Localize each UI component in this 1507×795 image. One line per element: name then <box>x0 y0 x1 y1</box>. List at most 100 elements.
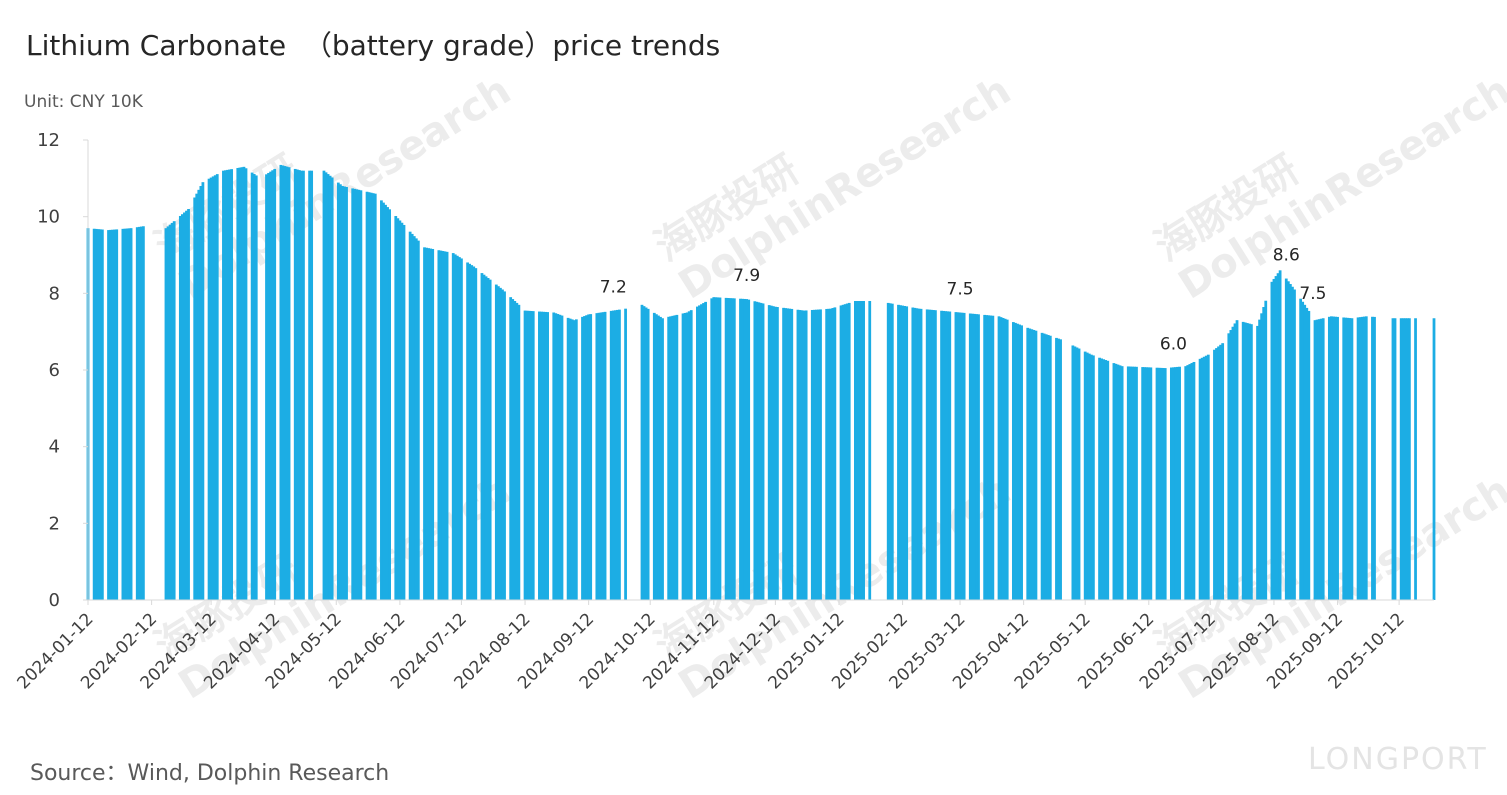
price-bar <box>429 248 433 600</box>
price-bar <box>1264 300 1268 600</box>
price-bar <box>94 228 98 600</box>
price-bar <box>839 305 843 600</box>
price-bar <box>129 228 133 601</box>
price-bar <box>328 175 332 600</box>
price-bar <box>460 258 463 600</box>
price-bar <box>1336 316 1339 600</box>
price-bar <box>724 297 728 600</box>
price-bar <box>659 316 662 600</box>
price-bar <box>1141 367 1145 600</box>
price-bar <box>1284 278 1288 600</box>
brand-wordmark: LONGPORT <box>1308 742 1488 777</box>
price-bar <box>618 309 621 601</box>
price-bar <box>1299 298 1303 600</box>
price-bar <box>527 310 531 600</box>
price-bar <box>166 226 170 601</box>
price-bar <box>121 228 125 601</box>
price-bar <box>310 170 314 601</box>
price-bar <box>1120 366 1124 600</box>
price-bar <box>330 177 334 601</box>
price-bar <box>1321 318 1325 600</box>
price-bar <box>295 169 299 600</box>
price-bar <box>357 189 361 600</box>
price-bar <box>1401 318 1405 600</box>
price-bar <box>384 204 387 600</box>
price-bar <box>819 309 822 600</box>
price-bar <box>973 313 976 600</box>
price-bar <box>211 176 215 601</box>
price-bar <box>613 310 617 600</box>
price-bar <box>888 303 892 600</box>
price-bar <box>1200 357 1204 600</box>
price-bar <box>960 312 964 600</box>
price-bar <box>1085 352 1089 600</box>
data-label: 7.5 <box>947 280 974 300</box>
price-bar <box>1133 366 1136 600</box>
price-bar <box>351 188 355 600</box>
price-bar <box>238 167 242 600</box>
price-bar <box>226 169 229 600</box>
price-bar <box>254 175 258 600</box>
price-bar <box>488 279 492 600</box>
price-bar <box>338 184 342 601</box>
price-bar <box>215 174 219 600</box>
price-bar <box>642 306 646 600</box>
price-bar <box>1098 357 1101 600</box>
price-bar <box>1358 317 1362 600</box>
price-bar <box>652 312 656 600</box>
price-bar <box>252 174 256 600</box>
price-bar <box>437 250 441 600</box>
y-tick-label: 12 <box>37 130 60 151</box>
price-bar <box>107 230 110 600</box>
price-bar <box>587 314 591 600</box>
price-bar <box>1018 324 1021 600</box>
price-bar <box>747 299 751 600</box>
price-bar <box>267 172 270 600</box>
price-bar <box>373 193 377 601</box>
price-bar <box>1178 366 1181 600</box>
data-label: 8.6 <box>1273 246 1300 266</box>
price-bar <box>195 193 199 601</box>
price-bar <box>1014 322 1017 600</box>
price-bar <box>991 315 995 600</box>
price-bar <box>386 207 389 600</box>
price-bar <box>810 309 814 600</box>
price-bar <box>509 297 513 600</box>
price-bar <box>1286 281 1290 600</box>
price-bar <box>915 308 919 600</box>
price-bar <box>168 224 172 600</box>
price-bar <box>854 301 857 600</box>
price-bar <box>776 307 779 600</box>
price-bar <box>1330 316 1333 600</box>
price-bar <box>1044 334 1048 600</box>
price-bar <box>862 301 865 600</box>
price-bar <box>718 297 722 600</box>
price-bar <box>714 297 718 600</box>
price-bar <box>757 302 761 600</box>
price-bar <box>472 266 476 600</box>
price-bar <box>817 309 820 600</box>
price-bar <box>1362 316 1366 600</box>
price-bar <box>1371 316 1374 600</box>
price-bar <box>213 175 217 600</box>
price-bar <box>1313 320 1317 600</box>
price-bar <box>825 308 829 600</box>
price-bar <box>1227 333 1231 600</box>
price-bar <box>815 309 818 600</box>
price-bar <box>556 314 560 600</box>
price-bar <box>343 186 346 601</box>
price-bar <box>689 310 693 600</box>
price-bar <box>782 307 785 600</box>
price-bar <box>1042 333 1046 600</box>
price-bar <box>1303 304 1307 600</box>
price-bar <box>92 228 96 601</box>
price-bar <box>726 298 730 600</box>
price-bar <box>786 308 790 600</box>
price-bar <box>566 317 570 600</box>
price-bar <box>942 310 945 600</box>
price-bar <box>554 313 558 600</box>
price-bar <box>1083 351 1087 600</box>
price-bar <box>925 309 929 600</box>
price-bar <box>388 209 391 600</box>
